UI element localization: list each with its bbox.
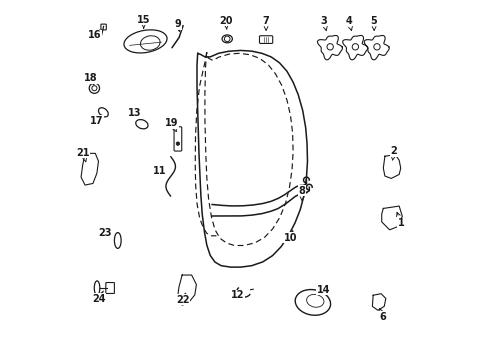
Polygon shape <box>81 153 98 185</box>
Ellipse shape <box>114 233 121 248</box>
Circle shape <box>89 83 100 93</box>
Text: 5: 5 <box>370 16 377 30</box>
Polygon shape <box>383 155 400 179</box>
Text: 24: 24 <box>92 291 105 304</box>
FancyBboxPatch shape <box>174 127 182 151</box>
Circle shape <box>351 44 358 50</box>
FancyBboxPatch shape <box>259 36 272 44</box>
Text: 1: 1 <box>396 212 404 228</box>
Text: 7: 7 <box>262 16 269 30</box>
Text: 17: 17 <box>90 115 103 126</box>
Text: 6: 6 <box>379 309 386 322</box>
Text: 22: 22 <box>176 293 189 305</box>
Text: 4: 4 <box>345 16 352 31</box>
Ellipse shape <box>295 289 330 315</box>
Circle shape <box>92 86 97 91</box>
Text: 8: 8 <box>298 186 305 201</box>
Polygon shape <box>371 294 385 310</box>
FancyBboxPatch shape <box>101 24 106 30</box>
Polygon shape <box>381 206 402 230</box>
Circle shape <box>224 36 229 42</box>
Circle shape <box>326 44 333 50</box>
Text: 12: 12 <box>230 290 244 300</box>
Circle shape <box>176 142 179 145</box>
FancyBboxPatch shape <box>105 283 114 293</box>
Text: 19: 19 <box>164 118 178 132</box>
Ellipse shape <box>94 281 100 295</box>
Text: 3: 3 <box>320 16 326 31</box>
Text: 10: 10 <box>283 231 297 243</box>
Ellipse shape <box>140 36 160 50</box>
Text: 18: 18 <box>83 73 97 85</box>
Polygon shape <box>342 36 367 60</box>
Polygon shape <box>177 275 196 305</box>
Text: 9: 9 <box>174 19 181 31</box>
Text: 2: 2 <box>390 146 396 160</box>
Text: 15: 15 <box>137 15 150 28</box>
Circle shape <box>373 44 379 50</box>
Ellipse shape <box>124 30 167 53</box>
Text: 13: 13 <box>128 108 141 118</box>
Ellipse shape <box>136 120 148 129</box>
Text: 23: 23 <box>98 228 111 238</box>
Polygon shape <box>317 36 342 60</box>
Ellipse shape <box>222 35 232 43</box>
Polygon shape <box>364 36 388 60</box>
Text: 20: 20 <box>219 16 232 29</box>
Text: 11: 11 <box>153 166 166 176</box>
Text: 14: 14 <box>316 285 330 295</box>
Ellipse shape <box>306 294 323 307</box>
Text: 21: 21 <box>76 148 90 162</box>
Ellipse shape <box>98 108 108 117</box>
Text: 16: 16 <box>88 30 102 40</box>
